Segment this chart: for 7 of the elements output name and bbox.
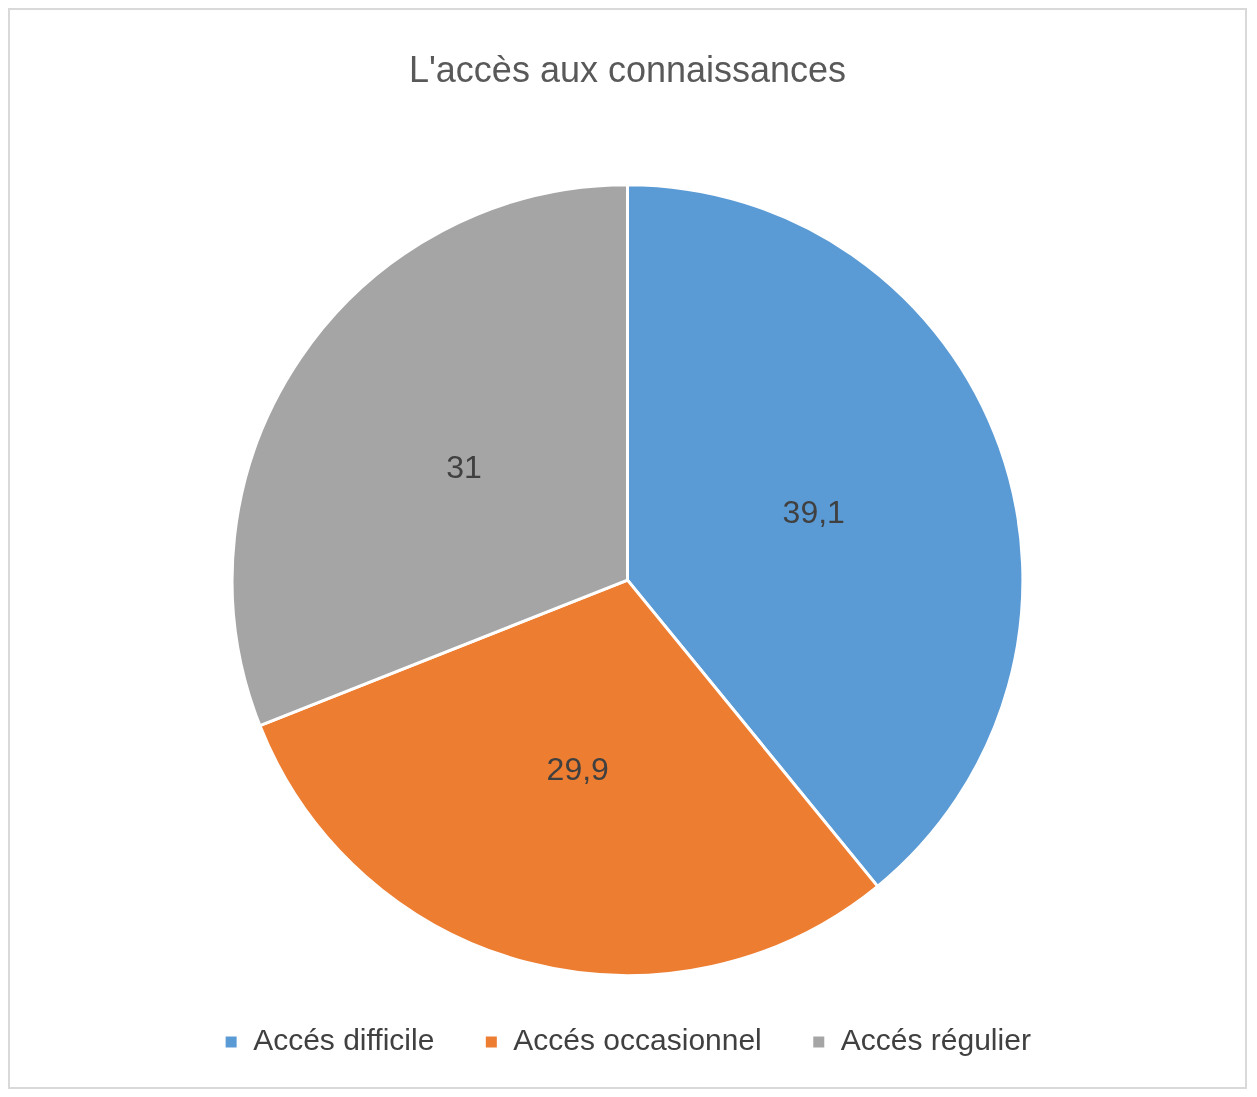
legend-label: Accés difficile xyxy=(253,1023,435,1057)
legend-label: Accés régulier xyxy=(840,1023,1031,1057)
data-label: 31 xyxy=(446,448,482,485)
data-label: 39,1 xyxy=(782,493,845,530)
data-label: 29,9 xyxy=(546,751,609,788)
legend-label: Accés occasionnel xyxy=(513,1023,762,1057)
chart-title: L'accès aux connaissances xyxy=(408,48,847,90)
